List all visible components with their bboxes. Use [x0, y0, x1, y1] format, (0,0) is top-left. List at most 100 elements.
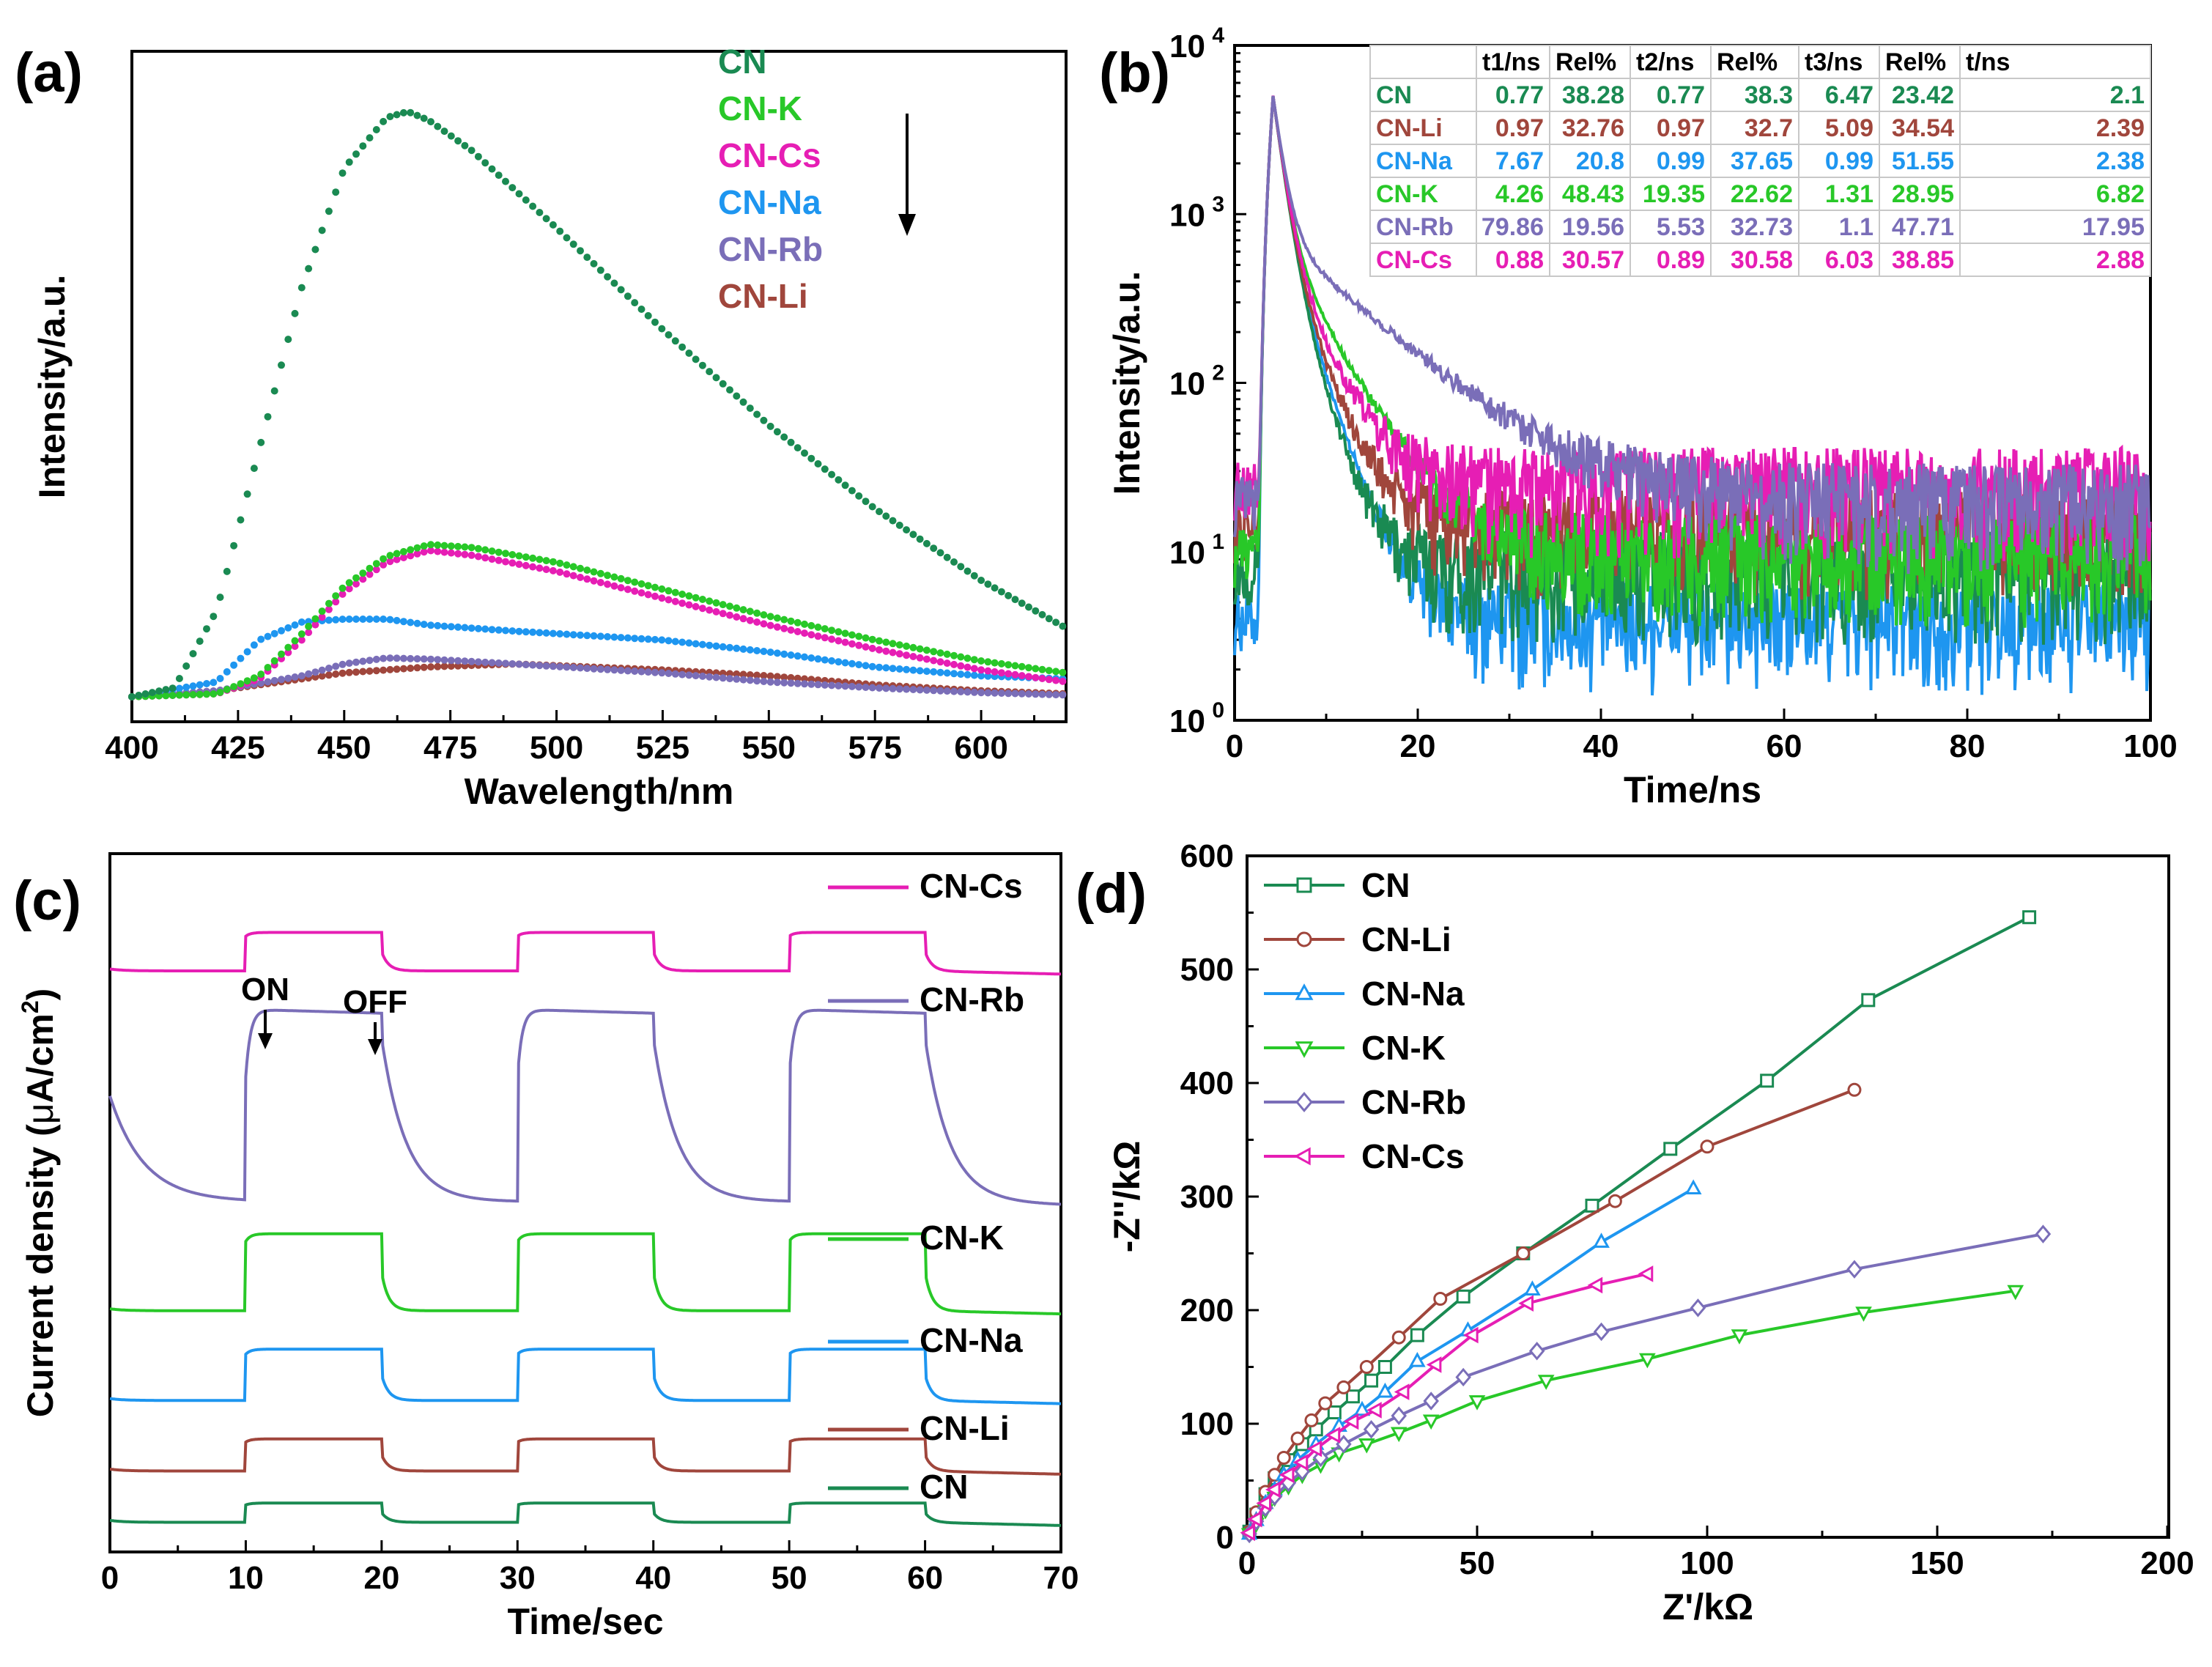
y-axis-title: Intensity/a.u.	[32, 275, 73, 499]
data-point	[590, 568, 598, 576]
data-point	[386, 654, 394, 662]
data-point	[230, 683, 238, 691]
series-line	[1248, 1187, 1695, 1535]
data-point	[454, 657, 462, 665]
data-point	[943, 687, 951, 695]
data-point	[203, 690, 210, 698]
data-point	[522, 661, 530, 669]
data-point	[237, 654, 245, 662]
y-tick-label-0: 0	[1216, 1520, 1234, 1556]
data-point	[780, 650, 788, 658]
data-point	[922, 646, 931, 654]
data-point	[1638, 1265, 1654, 1282]
data-point	[868, 635, 876, 643]
table-cell: 28.95	[1892, 180, 1954, 208]
data-point	[522, 196, 530, 204]
data-point	[1276, 1451, 1291, 1465]
data-point	[318, 226, 326, 234]
data-point	[787, 679, 795, 687]
data-point	[1059, 668, 1067, 676]
y-tick-label-600: 600	[1180, 838, 1234, 874]
data-point	[658, 585, 666, 593]
data-point	[556, 559, 564, 567]
data-point	[284, 648, 292, 657]
data-point	[434, 621, 442, 629]
panel-label-c: (c)	[13, 870, 81, 932]
data-point	[637, 635, 646, 643]
data-point	[1353, 1400, 1371, 1416]
data-point	[1240, 1524, 1256, 1542]
data-point	[963, 663, 972, 671]
data-point	[651, 318, 659, 326]
data-point	[848, 659, 856, 668]
data-point	[909, 531, 917, 539]
data-point	[583, 575, 591, 583]
data-point	[903, 685, 911, 693]
data-point	[380, 555, 388, 563]
y-tick-label-1e1: 10	[1169, 535, 1205, 571]
data-point	[1422, 1414, 1440, 1430]
data-point	[420, 548, 428, 556]
data-point	[318, 666, 326, 674]
data-point	[216, 688, 224, 696]
data-point	[773, 673, 781, 681]
data-point	[882, 638, 890, 646]
data-point	[1052, 668, 1060, 676]
legend-cn-na: CN-Na	[718, 183, 821, 221]
data-point	[454, 137, 462, 145]
data-point	[413, 544, 421, 552]
data-point	[332, 598, 340, 606]
data-point	[399, 665, 407, 673]
data-point	[617, 584, 625, 592]
data-point	[447, 549, 455, 557]
data-point	[671, 588, 679, 596]
data-point	[352, 668, 360, 676]
data-point	[984, 689, 992, 697]
data-point	[739, 645, 747, 653]
data-point	[610, 582, 618, 590]
data-point	[807, 454, 815, 462]
table-cell: 6.82	[2096, 180, 2145, 208]
data-point	[658, 669, 666, 677]
data-point	[773, 679, 781, 687]
data-point	[393, 665, 401, 673]
data-point	[936, 687, 944, 695]
data-point	[216, 594, 224, 602]
data-point	[828, 635, 836, 643]
data-point	[1684, 1179, 1702, 1195]
data-point	[773, 649, 781, 657]
data-point	[536, 662, 544, 670]
data-point	[733, 644, 741, 652]
data-point	[264, 678, 272, 686]
data-point	[297, 284, 306, 292]
data-point	[671, 597, 679, 605]
data-point	[984, 672, 992, 680]
data-point	[706, 641, 714, 649]
data-point	[515, 552, 523, 560]
data-point	[841, 629, 849, 637]
table-header-t2-ns: t2/ns	[1636, 48, 1694, 76]
data-point	[1846, 1260, 1863, 1279]
data-point	[876, 646, 883, 654]
data-point	[399, 618, 407, 626]
table-cell: 19.35	[1643, 180, 1705, 208]
data-point	[380, 117, 388, 125]
data-point	[467, 544, 476, 552]
data-point	[1455, 1367, 1471, 1387]
x-tick-label-200: 200	[2140, 1545, 2194, 1581]
data-point	[1018, 599, 1026, 607]
data-point	[380, 616, 388, 623]
data-point	[922, 686, 931, 694]
plot-frame	[130, 50, 1068, 723]
data-point	[556, 568, 564, 576]
data-point	[393, 654, 401, 662]
data-point	[1025, 603, 1032, 611]
data-point	[719, 674, 727, 682]
y-tick-exponent: 4	[1212, 23, 1224, 48]
data-point	[481, 159, 489, 167]
data-point	[1005, 591, 1013, 599]
data-point	[203, 625, 210, 633]
data-point	[352, 580, 360, 588]
table-cell: 38.85	[1892, 246, 1954, 274]
data-point	[1011, 670, 1019, 679]
